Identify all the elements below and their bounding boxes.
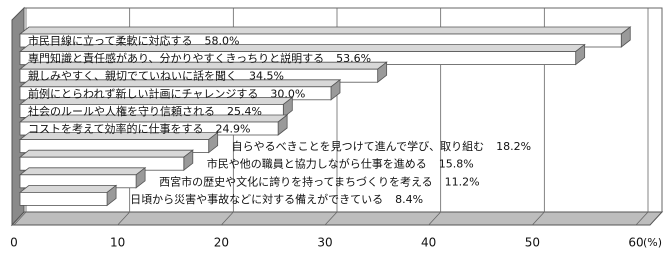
bar-top [18, 184, 118, 193]
bar [18, 26, 632, 48]
category-label: 日頃から災害や事故などに対する備えができている [130, 192, 383, 206]
category-label: 自らやるべきことを見つけて進んで学び、取り組む [232, 139, 484, 153]
x-tick-label: 60 [628, 236, 643, 250]
bar-label: コストを考えて効率的に仕事をする 24.9% [28, 122, 250, 136]
bar-label: 市民目線に立って柔軟に対応する 58.0% [28, 34, 239, 48]
bar-label: 市民や他の職員と協力しながら仕事を進める 15.8% [207, 157, 474, 171]
value-label: 34.5% [249, 70, 284, 83]
grid-line [635, 8, 649, 226]
category-label: 親しみやすく、親切でていねいに話を聞く [28, 69, 237, 83]
bar-label: 専門知識と責任感があり、分かりやすくきっちりと説明する 53.6% [28, 51, 371, 65]
bar [18, 184, 118, 207]
category-label: 前例にとらわれず新しい計画にチャレンジする [28, 86, 258, 100]
bar-label: 自らやるべきことを見つけて進んで学び、取り組む 18.2% [232, 139, 531, 153]
bar [18, 43, 586, 66]
bar-label: 親しみやすく、親切でていねいに話を聞く 34.5% [28, 69, 284, 83]
x-axis-unit: (%) [643, 236, 662, 249]
bar [18, 61, 388, 84]
x-tick-label: 20 [214, 236, 229, 250]
value-label: 24.9% [215, 123, 250, 136]
category-label: 社会のルールや人権を守り信頼される [28, 104, 215, 118]
bar-label: 西宮市の歴史や文化に誇りを持ってまちづくりを考える 11.2% [159, 174, 480, 188]
x-tick-label: 40 [421, 236, 436, 250]
bar [18, 78, 342, 101]
bar [18, 114, 289, 136]
bar-top [18, 26, 632, 35]
bar [18, 166, 147, 189]
grid-line [532, 8, 545, 226]
category-label: 専門知識と責任感があり、分かりやすくきっちりと説明する [28, 51, 324, 65]
category-label: 市民目線に立って柔軟に対応する [28, 34, 192, 48]
x-tick-label: 30 [317, 236, 332, 250]
category-label: 市民や他の職員と協力しながら仕事を進める [207, 157, 427, 171]
grid-line [428, 8, 442, 226]
value-label: 18.2% [496, 140, 531, 153]
bar-label: 社会のルールや人権を守り信頼される 25.4% [28, 104, 262, 118]
value-label: 58.0% [204, 35, 239, 48]
category-label: 西宮市の歴史や文化に誇りを持ってまちづくりを考える [159, 174, 433, 188]
bar-label: 日頃から災害や事故などに対する備えができている 8.4% [130, 192, 423, 206]
floor [10, 211, 664, 226]
bar-label: 前例にとらわれず新しい計画にチャレンジする 30.0% [28, 86, 305, 100]
value-label: 15.8% [439, 158, 474, 171]
value-label: 11.2% [445, 175, 480, 188]
bar [18, 149, 194, 172]
x-tick-label: 10 [110, 236, 125, 250]
bar [18, 131, 219, 154]
x-tick-label: 50 [525, 236, 540, 250]
value-label: 30.0% [270, 87, 305, 100]
bars [18, 26, 632, 207]
value-label: 53.6% [336, 52, 371, 65]
value-label: 8.4% [395, 193, 423, 206]
category-label: コストを考えて効率的に仕事をする [28, 122, 203, 136]
bar-top [18, 149, 194, 158]
x-tick-label: 0 [10, 236, 18, 250]
bar-top [18, 167, 147, 176]
bar-front [19, 191, 108, 206]
value-label: 25.4% [227, 105, 262, 118]
